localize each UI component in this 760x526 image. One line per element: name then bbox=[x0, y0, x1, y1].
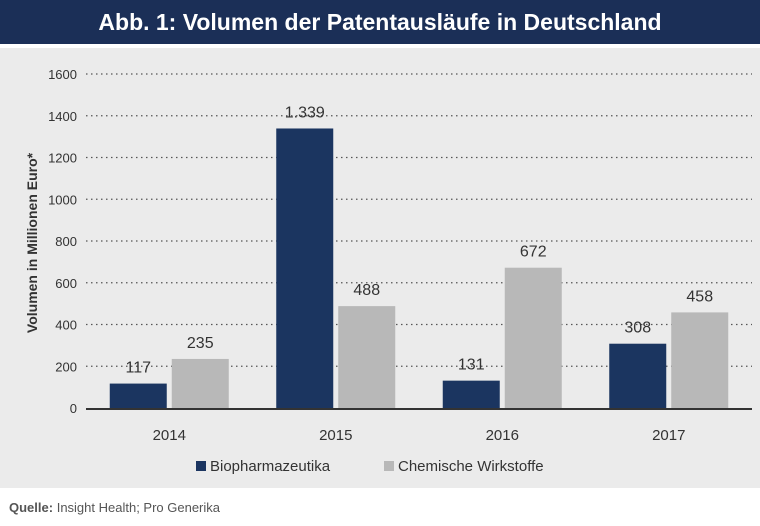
source-note: Quelle: Insight Health; Pro Generika bbox=[9, 500, 220, 515]
data-label: 308 bbox=[624, 320, 651, 337]
y-tick-label: 400 bbox=[55, 318, 77, 333]
bar-chemische-wirkstoffe-2017 bbox=[671, 312, 729, 408]
y-axis-ticks: 0 200 400 600 800 1000 1200 1400 1600 bbox=[48, 67, 77, 416]
y-tick-label: 800 bbox=[55, 234, 77, 249]
legend-swatch bbox=[196, 461, 206, 471]
data-label: 672 bbox=[520, 244, 547, 261]
x-axis-ticks: 2014 2015 2016 2017 bbox=[153, 427, 686, 444]
data-label: 458 bbox=[686, 288, 713, 305]
legend-swatch bbox=[384, 461, 394, 471]
y-axis-title: Volumen in Millionen Euro* bbox=[24, 152, 40, 333]
legend: Biopharmazeutika Chemische Wirkstoffe bbox=[196, 458, 544, 475]
y-tick-label: 1000 bbox=[48, 192, 77, 207]
x-tick-label: 2017 bbox=[652, 427, 685, 444]
y-tick-label: 200 bbox=[55, 359, 77, 374]
grid-lines bbox=[86, 73, 752, 367]
chart-title: Abb. 1: Volumen der Patentausläufe in De… bbox=[0, 0, 760, 44]
y-tick-label: 1400 bbox=[48, 109, 77, 124]
legend-label: Chemische Wirkstoffe bbox=[398, 458, 544, 475]
source-text: Insight Health; Pro Generika bbox=[56, 500, 221, 515]
legend-label: Biopharmazeutika bbox=[210, 458, 331, 475]
data-label: 488 bbox=[353, 282, 380, 299]
y-tick-label: 1200 bbox=[48, 151, 77, 166]
data-label: 235 bbox=[187, 335, 214, 352]
bar-biopharmazeutika-2014 bbox=[109, 383, 167, 408]
x-tick-label: 2015 bbox=[319, 427, 352, 444]
source-label: Quelle: bbox=[9, 500, 54, 515]
bar-biopharmazeutika-2016 bbox=[442, 380, 500, 408]
bar-biopharmazeutika-2015 bbox=[276, 128, 334, 408]
x-tick-label: 2014 bbox=[153, 427, 186, 444]
data-label: 1.339 bbox=[285, 104, 325, 121]
bar-chemische-wirkstoffe-2016 bbox=[504, 267, 562, 408]
bar-chemische-wirkstoffe-2015 bbox=[338, 306, 396, 408]
data-label: 117 bbox=[125, 360, 151, 377]
bar-chemische-wirkstoffe-2014 bbox=[171, 358, 229, 408]
y-tick-label: 0 bbox=[70, 401, 77, 416]
data-label: 131 bbox=[458, 357, 485, 374]
data-labels: 117 235 1.339 488 131 672 308 458 bbox=[125, 104, 713, 376]
bars bbox=[109, 128, 729, 408]
y-tick-label: 600 bbox=[55, 276, 77, 291]
bar-biopharmazeutika-2017 bbox=[609, 343, 667, 408]
y-tick-label: 1600 bbox=[48, 67, 77, 82]
x-tick-label: 2016 bbox=[486, 427, 519, 444]
chart-panel bbox=[0, 48, 760, 488]
